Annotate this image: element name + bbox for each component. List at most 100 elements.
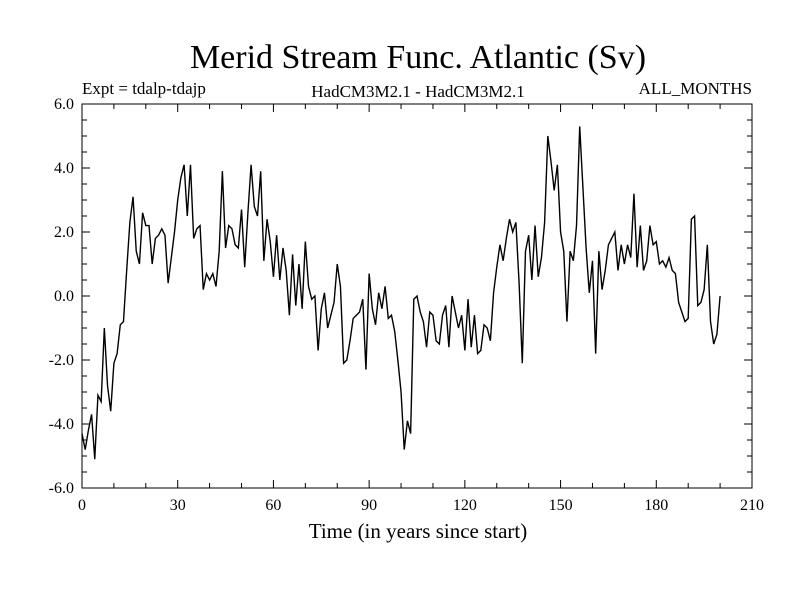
data-point xyxy=(400,391,401,392)
data-point xyxy=(582,187,583,188)
data-point xyxy=(388,318,389,319)
data-point xyxy=(678,302,679,303)
data-point xyxy=(132,196,133,197)
data-point xyxy=(222,171,223,172)
data-point xyxy=(649,225,650,226)
data-point xyxy=(101,401,102,402)
data-point xyxy=(298,263,299,264)
y-tick-label: -4.0 xyxy=(49,416,74,433)
data-point xyxy=(534,225,535,226)
data-point xyxy=(528,235,529,236)
data-point xyxy=(286,270,287,271)
data-point xyxy=(538,276,539,277)
data-point xyxy=(346,359,347,360)
data-point xyxy=(630,257,631,258)
data-point xyxy=(104,327,105,328)
data-point xyxy=(250,164,251,165)
data-point xyxy=(369,273,370,274)
data-point xyxy=(356,315,357,316)
data-point xyxy=(423,321,424,322)
data-point xyxy=(490,340,491,341)
data-point xyxy=(570,251,571,252)
data-point xyxy=(704,289,705,290)
data-point xyxy=(187,215,188,216)
data-point xyxy=(681,311,682,312)
data-point xyxy=(209,279,210,280)
data-point xyxy=(359,311,360,312)
data-point xyxy=(120,324,121,325)
data-point xyxy=(113,363,114,364)
y-tick-label: 0.0 xyxy=(54,288,74,305)
y-tick-label: 2.0 xyxy=(54,224,74,241)
data-point xyxy=(640,225,641,226)
data-point xyxy=(231,228,232,229)
data-point xyxy=(637,267,638,268)
data-point xyxy=(241,209,242,210)
data-point xyxy=(716,334,717,335)
data-point xyxy=(595,353,596,354)
data-point xyxy=(129,222,130,223)
data-point xyxy=(477,353,478,354)
data-point xyxy=(617,270,618,271)
data-point xyxy=(480,350,481,351)
data-point xyxy=(611,238,612,239)
data-point xyxy=(416,295,417,296)
data-point xyxy=(164,235,165,236)
data-point xyxy=(439,343,440,344)
y-tick-label: -6.0 xyxy=(49,480,74,497)
data-point xyxy=(467,299,468,300)
data-point xyxy=(81,433,82,434)
data-point xyxy=(688,318,689,319)
data-point xyxy=(458,327,459,328)
data-point xyxy=(276,235,277,236)
data-point xyxy=(391,315,392,316)
chart-title: Merid Stream Func. Atlantic (Sv) xyxy=(190,39,646,76)
data-point xyxy=(413,299,414,300)
data-point xyxy=(321,308,322,309)
data-point xyxy=(509,219,510,220)
data-point xyxy=(260,171,261,172)
data-point xyxy=(314,295,315,296)
data-point xyxy=(142,212,143,213)
data-point xyxy=(324,292,325,293)
data-point xyxy=(662,260,663,261)
data-point xyxy=(566,321,567,322)
y-axis-ticks xyxy=(82,103,752,489)
data-point xyxy=(668,257,669,258)
data-point xyxy=(384,286,385,287)
data-point xyxy=(302,308,303,309)
data-point xyxy=(183,164,184,165)
data-point xyxy=(579,126,580,127)
data-point xyxy=(123,321,124,322)
data-point xyxy=(436,340,437,341)
data-point xyxy=(493,292,494,293)
data-point xyxy=(550,161,551,162)
data-point xyxy=(247,212,248,213)
data-point xyxy=(499,244,500,245)
data-point xyxy=(557,164,558,165)
data-point xyxy=(614,231,615,232)
data-point xyxy=(397,359,398,360)
data-point xyxy=(710,321,711,322)
data-point xyxy=(206,273,207,274)
data-point xyxy=(713,343,714,344)
data-point xyxy=(263,260,264,261)
data-point xyxy=(665,267,666,268)
data-point xyxy=(330,315,331,316)
data-point xyxy=(675,273,676,274)
data-point xyxy=(643,270,644,271)
x-tick-label: 0 xyxy=(78,497,86,514)
y-tick-label: 4.0 xyxy=(54,160,74,177)
data-point xyxy=(311,299,312,300)
data-point xyxy=(317,350,318,351)
data-point xyxy=(171,257,172,258)
data-point xyxy=(337,263,338,264)
data-point xyxy=(503,260,504,261)
data-point xyxy=(455,311,456,312)
data-point xyxy=(471,347,472,348)
data-point xyxy=(225,247,226,248)
experiment-label: Expt = tdalp-tdajp xyxy=(82,79,206,98)
data-point xyxy=(270,241,271,242)
data-point xyxy=(116,353,117,354)
data-point xyxy=(573,260,574,261)
